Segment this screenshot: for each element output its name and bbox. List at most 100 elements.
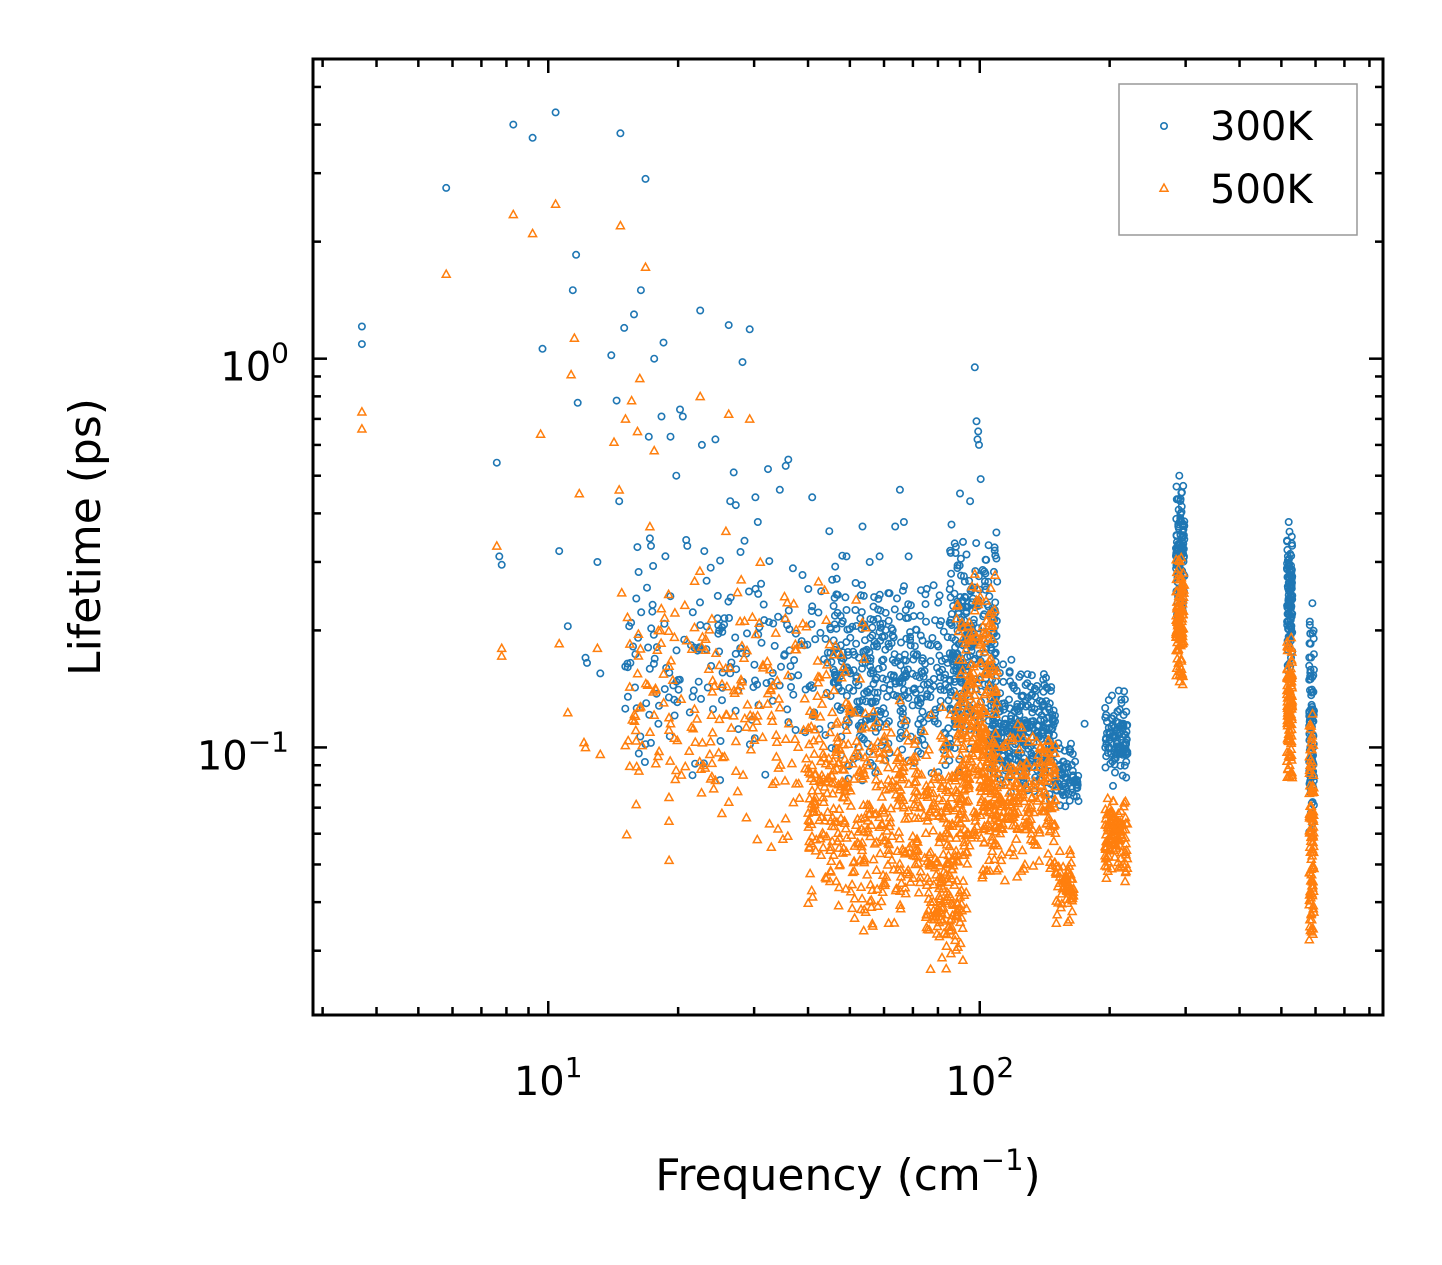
point-500k [860, 621, 871, 632]
point-500k [1054, 866, 1066, 876]
point-500k [806, 759, 818, 770]
point-500k [847, 758, 858, 768]
point-500k [870, 773, 882, 784]
point-500k [1010, 777, 1021, 787]
point-300k [770, 641, 779, 650]
point-500k [707, 726, 718, 737]
point-300k [357, 340, 366, 349]
point-500k [958, 836, 970, 847]
point-500k [741, 812, 752, 822]
point-500k [1304, 841, 1316, 851]
point-500k [632, 667, 643, 678]
point-500k [735, 574, 747, 584]
point-500k [808, 709, 819, 719]
point-500k [1020, 765, 1032, 775]
point-500k [1113, 807, 1124, 818]
point-300k [615, 497, 624, 506]
point-500k [934, 916, 945, 927]
point-300k [551, 108, 560, 117]
point-300k [1121, 744, 1130, 753]
point-300k [1104, 696, 1113, 705]
point-500k [944, 748, 955, 758]
point-500k [999, 874, 1011, 885]
point-500k [826, 770, 838, 780]
point-500k [820, 688, 831, 699]
point-500k [934, 930, 945, 941]
point-500k [967, 635, 979, 645]
point-500k [696, 641, 707, 651]
point-500k [1000, 775, 1012, 786]
point-500k [1027, 860, 1039, 870]
point-500k [941, 805, 952, 815]
point-500k [1050, 780, 1061, 791]
point-500k [1016, 785, 1028, 796]
point-500k [1177, 678, 1188, 689]
point-300k [1109, 781, 1118, 790]
point-300k [694, 677, 703, 686]
point-500k [1170, 626, 1182, 637]
point-300k [647, 624, 656, 633]
point-300k [879, 683, 888, 692]
point-300k [906, 641, 915, 650]
point-500k [1281, 755, 1293, 765]
point-300k [999, 660, 1008, 669]
point-500k [880, 871, 892, 881]
point-500k [1172, 644, 1183, 654]
point-300k [987, 646, 996, 655]
point-300k [1175, 518, 1184, 527]
point-500k [821, 614, 832, 625]
point-500k [984, 799, 995, 809]
point-500k [964, 840, 975, 850]
point-300k [1028, 690, 1037, 699]
point-500k [767, 778, 778, 788]
point-500k [815, 755, 827, 766]
point-300k [984, 541, 993, 550]
point-500k [630, 798, 642, 809]
point-500k [950, 850, 961, 860]
point-300k [962, 607, 971, 616]
point-500k [889, 917, 900, 927]
point-500k [882, 859, 894, 869]
point-500k [1029, 761, 1040, 771]
point-300k [807, 620, 816, 629]
point-300k [1283, 617, 1292, 626]
point-300k [654, 719, 663, 728]
point-500k [841, 758, 853, 768]
point-500k [640, 261, 651, 272]
point-500k [825, 841, 837, 851]
point-500k [921, 909, 933, 919]
point-500k [977, 871, 988, 882]
point-500k [1304, 767, 1315, 778]
point-500k [1068, 882, 1079, 893]
point-500k [943, 849, 954, 860]
point-500k [848, 773, 860, 783]
point-300k [1067, 760, 1076, 769]
point-300k [999, 677, 1008, 686]
point-500k [1023, 804, 1034, 814]
point-500k [950, 784, 962, 795]
point-500k [788, 796, 799, 807]
point-500k [832, 835, 843, 846]
point-300k [780, 651, 789, 660]
point-500k [988, 768, 1000, 778]
point-500k [1007, 732, 1019, 743]
point-300k [921, 600, 930, 609]
point-300k [939, 627, 948, 636]
point-500k [874, 746, 885, 756]
point-500k [828, 755, 839, 766]
point-500k [689, 703, 700, 714]
point-300k [828, 575, 837, 584]
point-500k [669, 631, 680, 642]
point-500k [663, 815, 675, 826]
point-500k [723, 408, 734, 419]
point-300k [769, 619, 778, 628]
point-300k [659, 338, 668, 347]
point-500k [1039, 806, 1050, 816]
point-300k [764, 618, 773, 627]
point-500k [1046, 802, 1057, 813]
point-500k [835, 812, 847, 823]
point-300k [641, 174, 650, 183]
point-300k [870, 637, 879, 646]
point-300k [753, 517, 762, 526]
point-300k [697, 440, 706, 449]
